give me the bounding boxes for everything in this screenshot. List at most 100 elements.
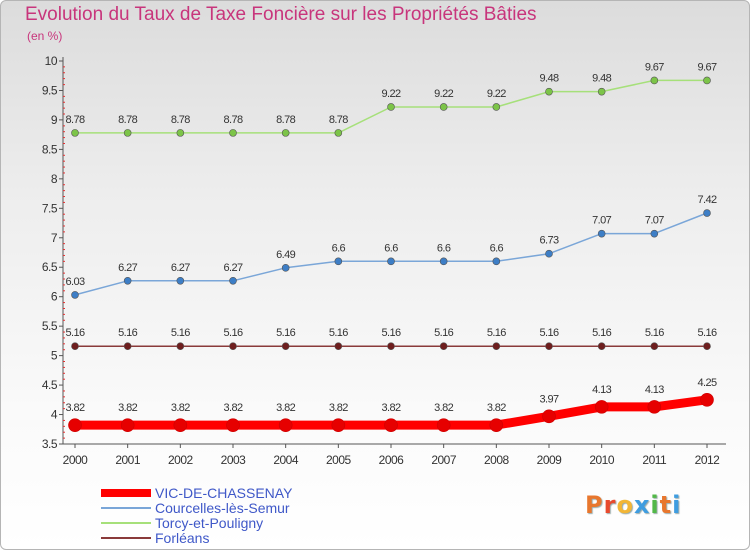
- chart-title: Evolution du Taux de Taxe Foncière sur l…: [25, 4, 537, 25]
- data-point: [229, 276, 237, 285]
- data-point: [597, 87, 606, 96]
- logo-letter: r: [603, 491, 617, 519]
- data-label: 8.78: [118, 114, 137, 126]
- data-label: 9.48: [539, 73, 558, 85]
- data-point: [334, 129, 343, 137]
- data-label: 6.27: [118, 262, 137, 274]
- data-label: 5.16: [329, 327, 348, 339]
- data-point: [123, 342, 132, 350]
- data-point: [176, 342, 185, 350]
- x-tick-label: 2001: [115, 453, 141, 467]
- data-point: [492, 342, 501, 350]
- x-tick-label: 2004: [273, 453, 299, 467]
- legend-label: Forléans: [155, 529, 210, 546]
- y-tick-label: 9.5: [42, 83, 58, 97]
- legend: VIC-DE-CHASSENAY Courcelles-lès-Semur Torc…: [101, 485, 292, 545]
- data-label: 8.78: [276, 114, 295, 126]
- data-point: [281, 264, 290, 272]
- legend-label: Torcy-et-Pouligny: [155, 514, 264, 531]
- x-tick-label: 2005: [326, 453, 352, 467]
- data-point: [597, 229, 606, 238]
- data-point: [542, 409, 556, 424]
- data-point: [489, 418, 504, 432]
- data-label: 7.07: [592, 215, 611, 227]
- y-tick-label: 4: [51, 408, 58, 422]
- data-label: 5.16: [592, 327, 611, 339]
- data-point: [703, 209, 711, 217]
- y-tick-label: 7: [51, 231, 58, 245]
- data-point: [120, 418, 135, 432]
- data-point: [439, 342, 448, 350]
- data-point: [387, 342, 395, 350]
- x-tick-label: 2008: [484, 453, 510, 467]
- data-point: [650, 342, 659, 350]
- data-point: [229, 342, 237, 350]
- data-label: 6.6: [490, 242, 504, 254]
- data-label: 3.82: [65, 402, 84, 414]
- data-point: [226, 418, 240, 432]
- data-label: 6.27: [223, 262, 242, 274]
- data-label: 3.97: [539, 393, 558, 405]
- y-tick-label: 8.5: [42, 142, 58, 156]
- y-tick-label: 5.5: [42, 319, 58, 333]
- data-point: [384, 418, 398, 432]
- data-point: [703, 76, 711, 85]
- data-point: [334, 342, 343, 350]
- legend-item: VIC-DE-CHASSENAY: [101, 485, 292, 500]
- data-point: [331, 418, 346, 432]
- data-point: [176, 129, 185, 137]
- data-label: 7.42: [697, 194, 716, 206]
- legend-item: Courcelles-lès-Semur: [101, 500, 292, 515]
- chart-unit: (en %): [27, 29, 63, 43]
- data-point: [278, 418, 293, 432]
- logo-letter: P: [585, 491, 604, 519]
- data-label: 8.78: [329, 114, 348, 126]
- data-label: 8.78: [65, 114, 84, 126]
- data-point: [173, 418, 188, 432]
- data-point: [71, 291, 79, 299]
- data-point: [439, 103, 448, 111]
- data-label: 4.25: [697, 377, 716, 389]
- data-point: [123, 276, 132, 285]
- data-point: [71, 342, 79, 350]
- logo-letter: i: [650, 491, 660, 519]
- data-label: 3.82: [434, 402, 453, 414]
- data-label: 9.22: [381, 88, 400, 100]
- data-label: 5.16: [223, 327, 242, 339]
- x-tick-label: 2011: [642, 453, 667, 467]
- legend-swatch: [101, 507, 151, 510]
- y-tick-label: 8: [51, 172, 58, 186]
- legend-item: Torcy-et-Pouligny: [101, 515, 292, 530]
- data-point: [436, 418, 451, 432]
- logo-letter: o: [616, 491, 634, 519]
- data-label: 6.03: [65, 276, 84, 288]
- data-label: 3.82: [118, 402, 137, 414]
- data-label: 3.82: [329, 402, 348, 414]
- data-label: 6.6: [332, 242, 346, 254]
- data-point: [229, 129, 237, 137]
- y-tick-label: 7.5: [42, 201, 58, 215]
- x-tick-label: 2010: [589, 453, 615, 467]
- data-label: 6.49: [276, 249, 295, 261]
- x-tick-label: 2009: [537, 453, 563, 467]
- data-point: [387, 103, 395, 111]
- data-label: 9.48: [592, 73, 611, 85]
- data-label: 6.27: [171, 262, 190, 274]
- legend-label: Courcelles-lès-Semur: [155, 499, 290, 516]
- legend-label: VIC-DE-CHASSENAY: [155, 484, 293, 501]
- y-tick-label: 9: [51, 113, 58, 127]
- data-label: 9.22: [487, 88, 506, 100]
- data-point: [281, 129, 290, 137]
- data-label: 5.16: [645, 327, 664, 339]
- y-tick-label: 6: [51, 290, 58, 304]
- logo-letter: t: [659, 491, 673, 519]
- data-label: 5.16: [434, 327, 453, 339]
- legend-swatch: [101, 522, 151, 525]
- data-label: 5.16: [118, 327, 137, 339]
- data-label: 9.22: [434, 88, 453, 100]
- data-point: [545, 342, 553, 350]
- data-point: [545, 249, 553, 258]
- x-tick-label: 2003: [221, 453, 247, 467]
- data-label: 4.13: [645, 384, 664, 396]
